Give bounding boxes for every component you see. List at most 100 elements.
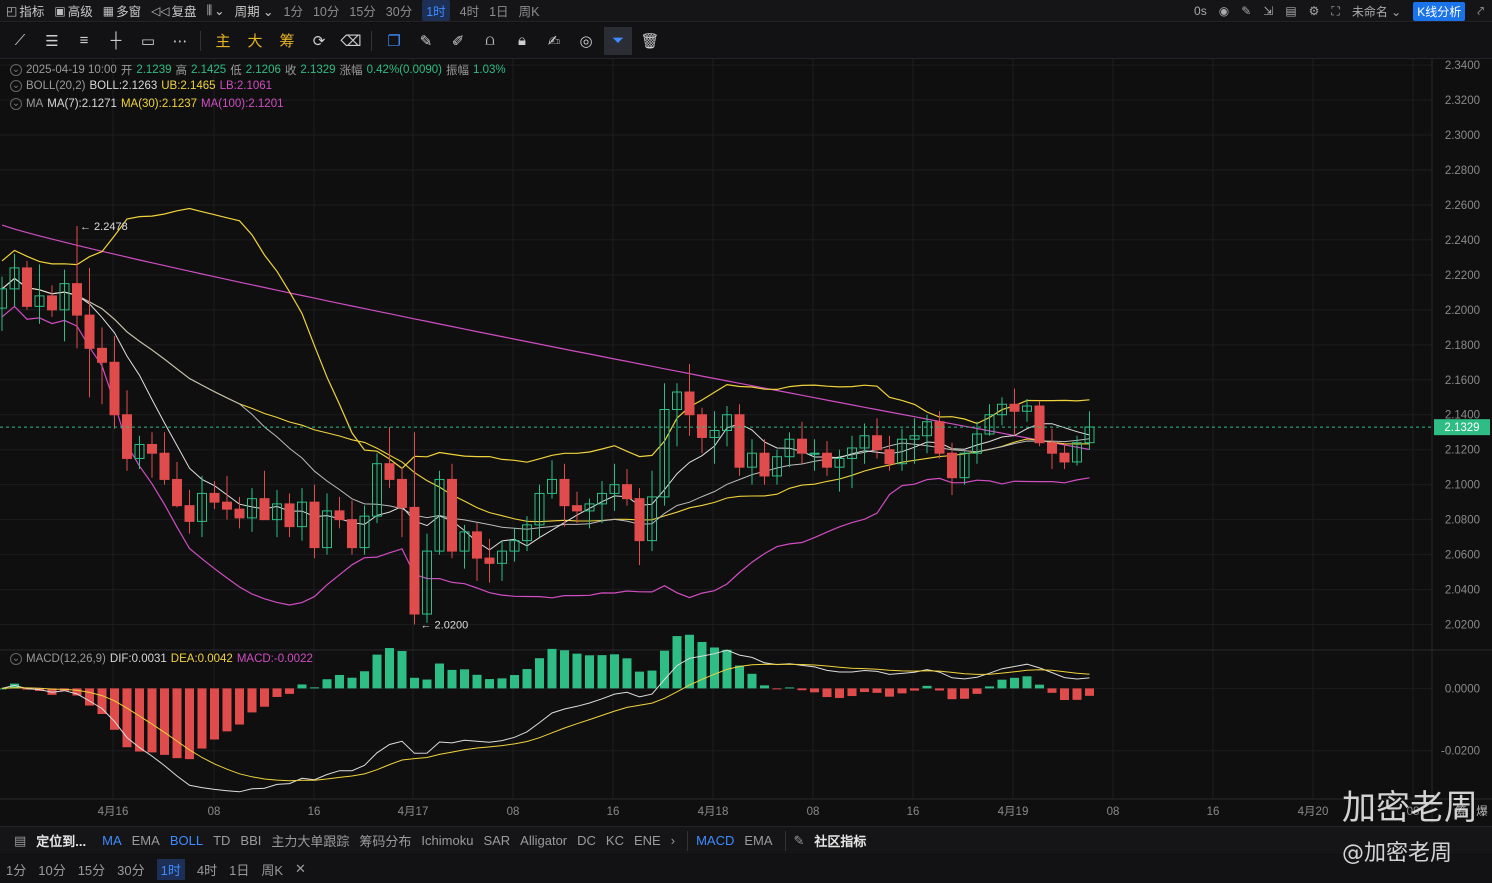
candle[interactable] <box>822 440 832 476</box>
toggle-eye-icon[interactable]: ⌄ <box>10 64 22 76</box>
indicator-tab-2[interactable]: BOLL <box>169 833 204 848</box>
sub-indicator-tab-0[interactable]: MACD <box>696 833 735 848</box>
indicator-tab-6[interactable]: 筹码分布 <box>359 834 412 849</box>
candle[interactable] <box>9 253 20 307</box>
candle[interactable] <box>522 516 532 552</box>
candle[interactable] <box>1084 411 1095 450</box>
layout-name-dropdown[interactable]: 未命名 ⌄ <box>1351 4 1402 19</box>
candle[interactable] <box>84 267 95 398</box>
magnet-icon[interactable]: ⩍ <box>485 32 495 49</box>
candle[interactable] <box>659 383 670 506</box>
toggle-eye-icon[interactable]: ⌄ <box>10 653 22 665</box>
candle[interactable] <box>559 463 570 527</box>
candle[interactable] <box>1047 428 1057 469</box>
candle[interactable] <box>359 505 370 555</box>
candle[interactable] <box>947 442 957 496</box>
candle[interactable] <box>709 411 720 464</box>
indicator-tab-3[interactable]: TD <box>213 833 231 848</box>
candle[interactable] <box>547 460 557 499</box>
candle[interactable] <box>497 540 507 581</box>
top-tool-3[interactable]: ◁◁ 复盘 <box>151 1 196 20</box>
snapshot-icon[interactable]: ▤ <box>1285 4 1297 18</box>
candle[interactable] <box>34 264 45 324</box>
candle[interactable] <box>159 432 170 485</box>
rectangle-icon[interactable]: ▭ <box>140 32 156 50</box>
trend-line-icon[interactable]: ⟋ <box>14 32 26 49</box>
candle[interactable] <box>397 467 407 538</box>
period-tab-3[interactable]: 30分 <box>385 5 413 19</box>
candle[interactable] <box>222 475 232 520</box>
candle[interactable] <box>809 439 820 471</box>
indicator-tab-11[interactable]: KC <box>605 833 624 848</box>
indicator-tab-5[interactable]: 主力大单跟踪 <box>271 834 350 849</box>
candle[interactable] <box>322 493 332 555</box>
candle[interactable] <box>1072 435 1082 466</box>
kline-analysis-button[interactable]: K线分析 <box>1413 1 1466 21</box>
candle[interactable] <box>247 488 257 532</box>
candle[interactable] <box>122 390 132 471</box>
indicator-tab-7[interactable]: Ichimoku <box>421 833 474 848</box>
candle[interactable] <box>897 428 907 471</box>
bottom-period-tab-7[interactable]: 周K <box>261 862 284 878</box>
candle[interactable] <box>47 285 57 317</box>
candle[interactable] <box>22 260 32 310</box>
candle[interactable] <box>647 470 657 552</box>
candle[interactable] <box>597 481 607 524</box>
bottom-period-tab-6[interactable]: 1日 <box>229 862 250 878</box>
replay-icon[interactable]: ⟳ <box>312 32 326 50</box>
candle[interactable] <box>534 484 545 538</box>
candle[interactable] <box>1009 388 1020 436</box>
candle[interactable] <box>147 432 157 478</box>
period-tab-2[interactable]: 15分 <box>349 5 376 19</box>
trash-icon[interactable]: 🗑︎ <box>640 32 660 50</box>
candle[interactable] <box>334 496 345 529</box>
candle[interactable] <box>209 481 220 510</box>
cross-line-icon[interactable]: ┼ <box>110 32 122 49</box>
lock-icon[interactable]: 🔒︎ <box>518 32 526 49</box>
candle[interactable] <box>797 421 807 464</box>
pen-icon[interactable]: ✎ <box>1241 4 1252 18</box>
period-tab-0[interactable]: 1分 <box>283 5 303 19</box>
indicator-tab-10[interactable]: DC <box>577 833 596 848</box>
bottom-period-tab-1[interactable]: 10分 <box>38 862 66 878</box>
time-tick-label[interactable]: 爆 <box>1476 804 1488 818</box>
community-indicators-button[interactable]: 社区指标 <box>814 834 867 849</box>
filter-icon[interactable]: ⏷ <box>604 26 632 55</box>
candle[interactable] <box>984 404 995 436</box>
settings-icon[interactable]: ⚙ <box>1308 4 1320 18</box>
candle[interactable] <box>872 418 882 459</box>
candle[interactable] <box>672 383 682 447</box>
candle[interactable] <box>734 404 745 476</box>
chip-text-button[interactable]: 筹 <box>279 33 295 50</box>
bottom-period-tab-3[interactable]: 30分 <box>117 862 145 878</box>
share-icon[interactable]: ⤤ <box>1477 3 1484 18</box>
macd-name[interactable]: MACD(12,26,9) <box>26 653 106 665</box>
edit-indicator-icon[interactable]: ✎ <box>793 832 805 848</box>
candle[interactable] <box>1034 400 1045 447</box>
main-text-button[interactable]: 主 <box>215 33 231 50</box>
boll-name[interactable]: BOLL(20,2) <box>26 80 86 92</box>
period-tab-4[interactable]: 1时 <box>422 0 450 21</box>
candle[interactable] <box>834 449 845 492</box>
parallel-lines-icon[interactable]: ☰ <box>45 32 59 50</box>
time-tick-label[interactable]: 筹 <box>1455 804 1467 818</box>
candle[interactable] <box>572 491 582 524</box>
indicator-tab-1[interactable]: EMA <box>131 833 160 848</box>
candle[interactable] <box>297 488 307 541</box>
indicator-tab-12[interactable]: ENE <box>633 833 661 848</box>
indicator-tab-0[interactable]: MA <box>102 833 122 848</box>
candle[interactable] <box>959 451 970 485</box>
candle[interactable] <box>722 406 732 447</box>
price-axis[interactable]: 2.3400 2.3200 2.3000 2.2800 2.2600 2.2400 2.22… <box>1441 60 1480 758</box>
indicator-tab-13[interactable]: › <box>670 833 676 848</box>
horizontal-lines-icon[interactable]: ≡ <box>79 32 89 49</box>
candle[interactable] <box>284 493 295 538</box>
ruler-icon[interactable]: ✎ <box>419 32 433 50</box>
candle[interactable] <box>747 439 757 485</box>
candle[interactable] <box>372 453 382 524</box>
top-tool-1[interactable]: ▣ 高级 <box>54 1 92 20</box>
candle[interactable] <box>272 489 282 538</box>
top-tool-2[interactable]: ▦ 多窗 <box>103 1 141 20</box>
hide-icon[interactable]: ◎ <box>579 32 593 50</box>
more-tools-icon[interactable]: ⋯ <box>172 32 188 50</box>
